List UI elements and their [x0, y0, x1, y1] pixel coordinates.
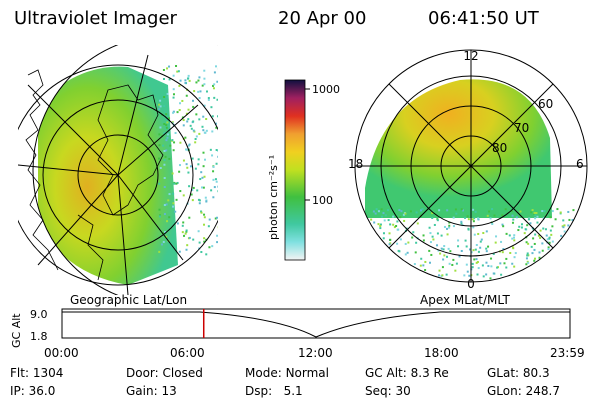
geographic-grid [18, 45, 218, 295]
mlt-label-0: 0 [467, 277, 475, 290]
status-mode: Mode: Normal [245, 366, 329, 380]
geographic-image-panel[interactable] [18, 45, 218, 295]
status-dsp: Dsp: 5.1 [245, 384, 303, 398]
mlat-label-80: 80 [492, 141, 507, 155]
timeline-xtick-1800: 18:00 [424, 346, 459, 360]
timeline-frame [61, 308, 571, 339]
apex-image-panel[interactable]: 12 18 6 0 60 70 80 [340, 48, 600, 290]
status-flt: Flt: 1304 [10, 366, 64, 380]
geographic-caption: Geographic Lat/Lon [70, 293, 188, 307]
apex-grid [354, 49, 588, 283]
status-gc-alt: GC Alt: 8.3 Re [365, 366, 449, 380]
mlt-label-18: 18 [348, 157, 363, 171]
status-door: Door: Closed [126, 366, 203, 380]
timeline-xtick-0000: 00:00 [44, 346, 79, 360]
coastline-outlines [25, 69, 164, 281]
timeline-ytick-max: 9.0 [30, 308, 48, 321]
aurora-emission-region [38, 66, 178, 285]
timeline-xtick-1200: 12:00 [298, 346, 333, 360]
colorbar-unit-label: photon cm⁻²s⁻¹ [267, 155, 280, 240]
mlt-label-12: 12 [463, 49, 478, 63]
mlt-label-6: 6 [576, 157, 584, 171]
colorbar-tick-100: 100 [312, 194, 333, 207]
scattered-emission-dots [370, 208, 575, 280]
instrument-title: Ultraviolet Imager [14, 8, 177, 29]
status-ip: IP: 36.0 [10, 384, 56, 398]
status-glat: GLat: 80.3 [487, 366, 550, 380]
timeline-ytick-min: 1.8 [30, 330, 48, 343]
mlat-label-60: 60 [538, 97, 553, 111]
timeline-ylabel: GC Alt [10, 313, 23, 348]
header-time: 06:41:50 UT [428, 8, 539, 29]
altitude-timeline[interactable]: GC Alt 9.0 1.8 [0, 300, 600, 360]
aurora-oval [365, 79, 552, 218]
status-gain: Gain: 13 [126, 384, 177, 398]
timeline-xtick-0600: 06:00 [170, 346, 205, 360]
mlat-label-70: 70 [514, 121, 529, 135]
header-date: 20 Apr 00 [278, 8, 367, 29]
status-seq: Seq: 30 [365, 384, 411, 398]
colorbar-gradient [284, 79, 306, 261]
intensity-colorbar: 1000 100 photon cm⁻²s⁻¹ [267, 79, 340, 261]
apex-caption: Apex MLat/MLT [420, 293, 510, 307]
status-glon: GLon: 248.7 [487, 384, 560, 398]
colorbar-tick-1000: 1000 [312, 83, 340, 96]
timeline-xtick-2359: 23:59 [550, 346, 585, 360]
altitude-curve [62, 311, 570, 338]
